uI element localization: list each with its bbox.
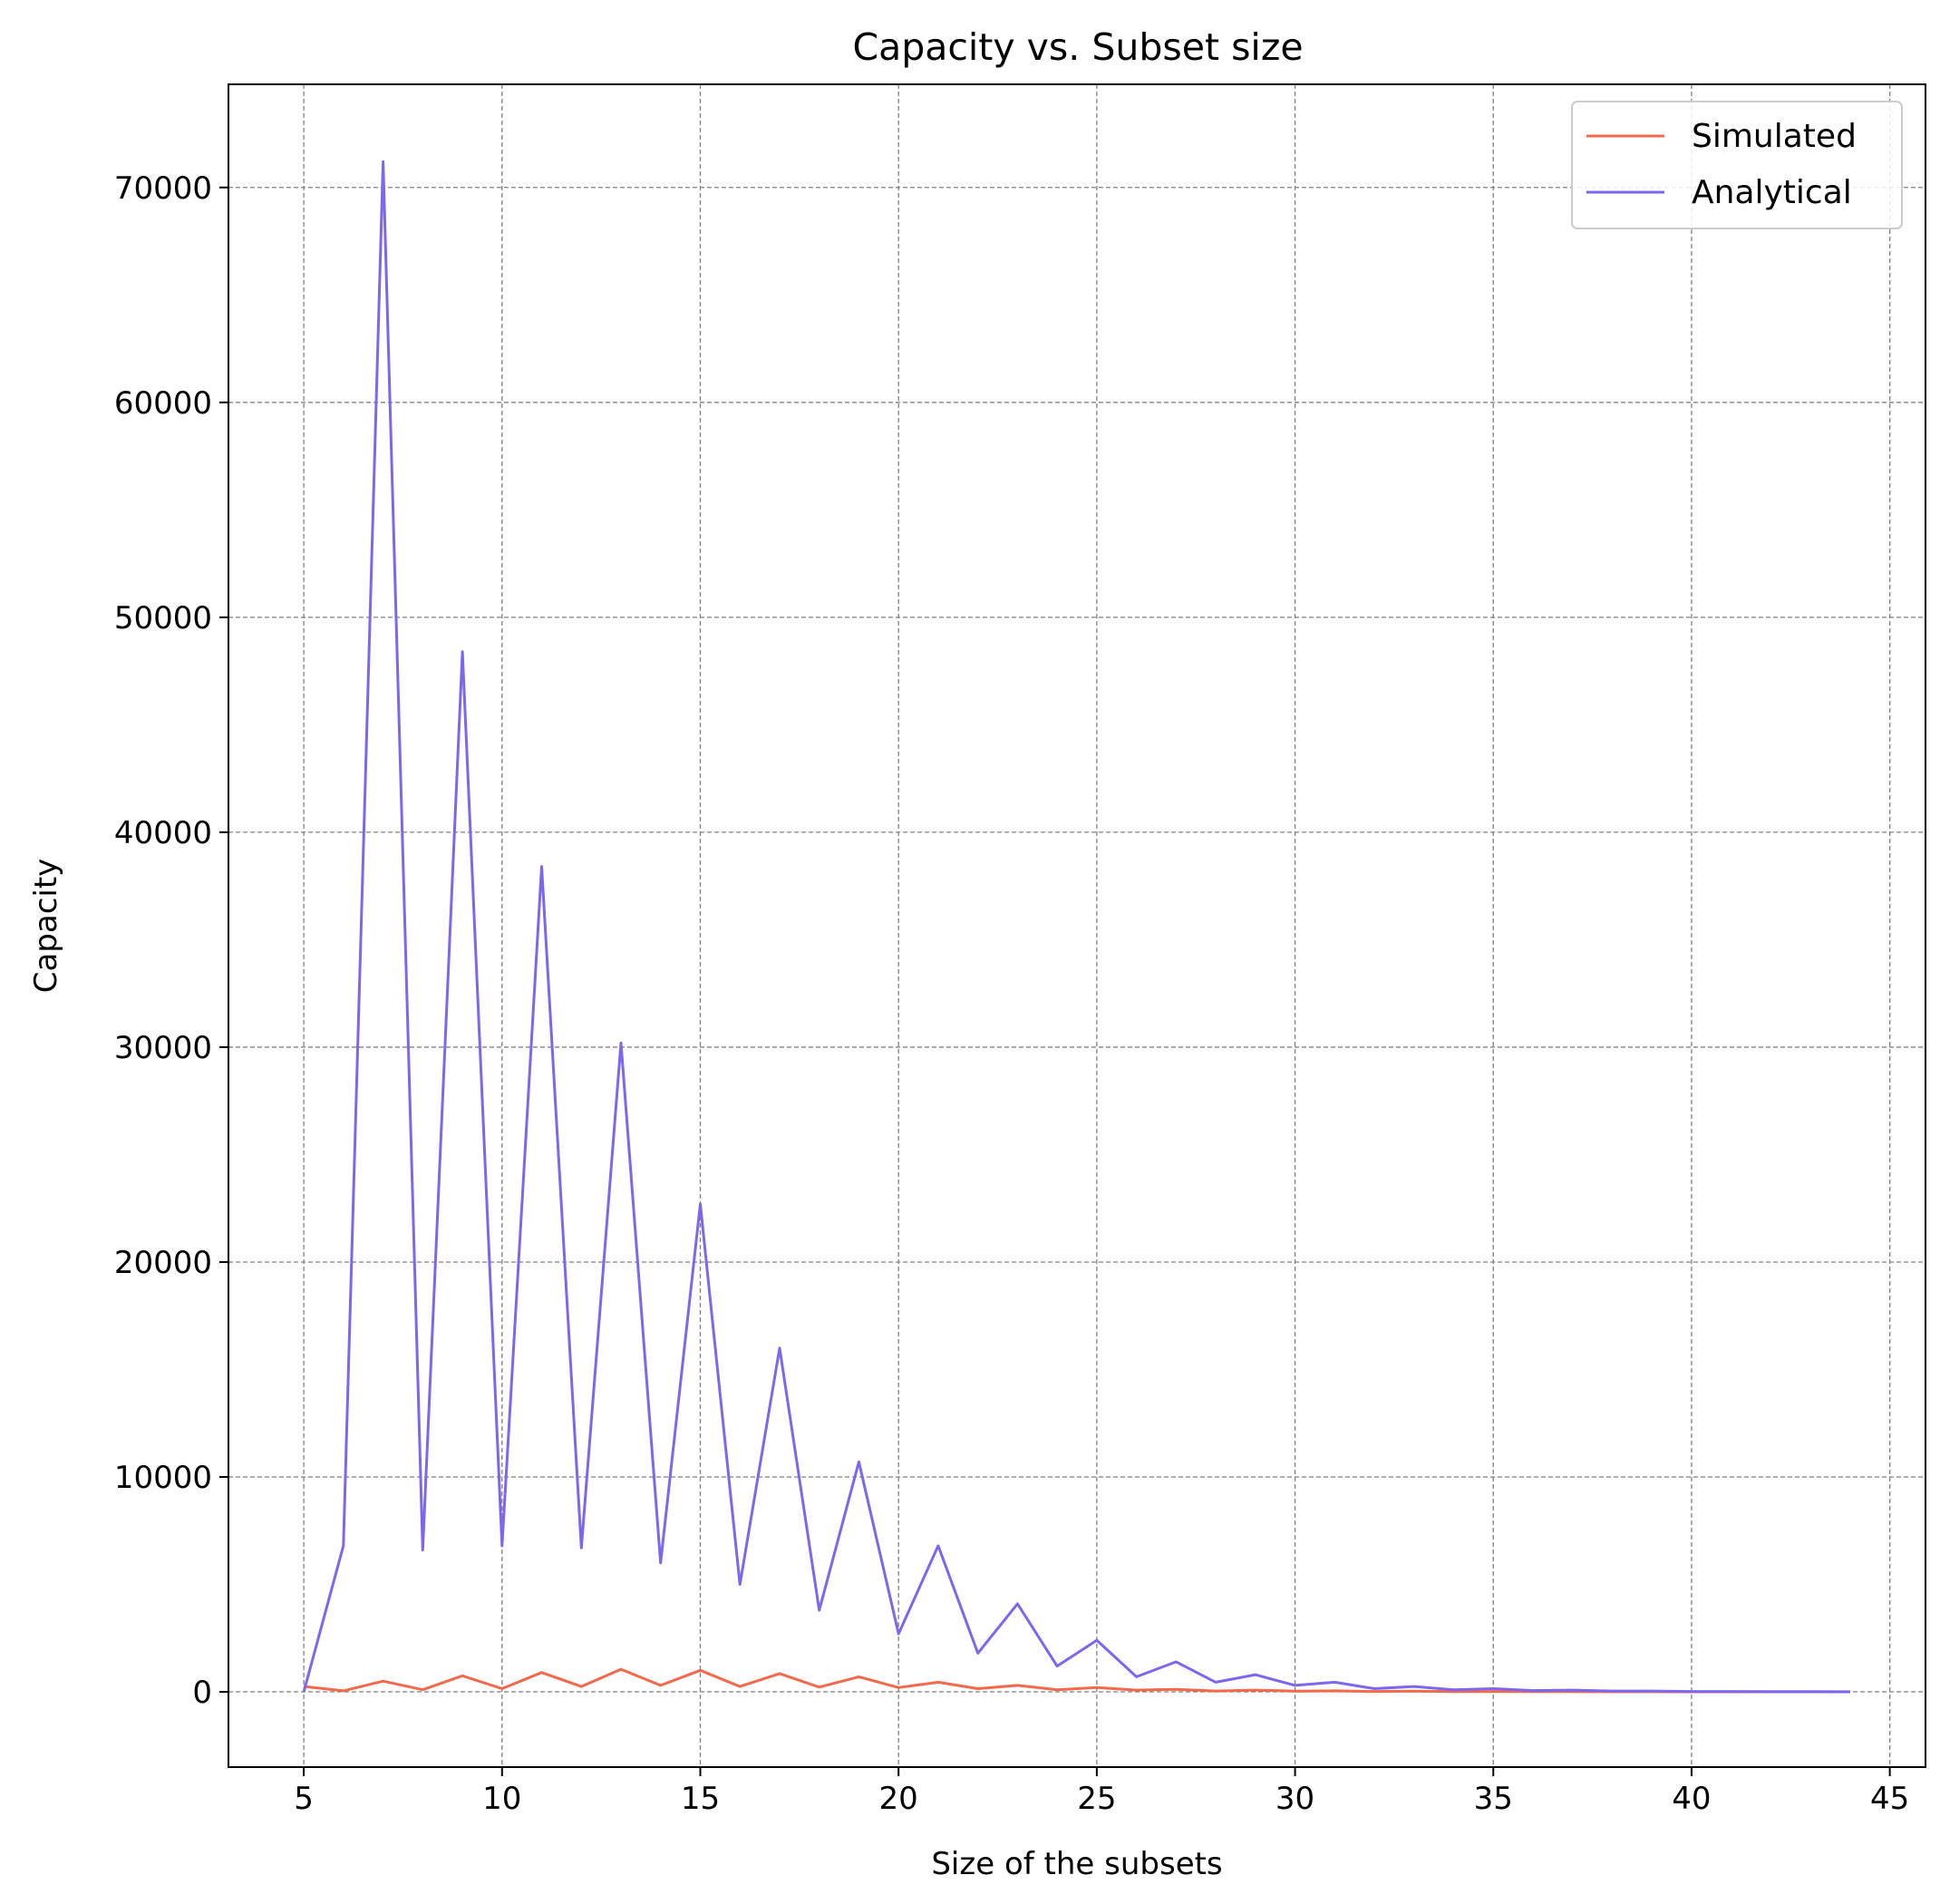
- x-tick-label: 30: [1276, 1781, 1314, 1817]
- series-line-analytical: [302, 160, 1850, 1694]
- y-tick-label: 20000: [114, 1245, 212, 1281]
- y-axis-label: Capacity: [28, 859, 64, 994]
- y-tick-label: 30000: [114, 1030, 212, 1066]
- series-lines: [302, 160, 1850, 1694]
- legend-label-simulated: Simulated: [1692, 118, 1857, 155]
- chart-title: Capacity vs. Subset size: [852, 25, 1303, 69]
- y-tick-label: 0: [192, 1675, 212, 1711]
- x-tick-label: 10: [482, 1781, 521, 1817]
- y-tick-label: 50000: [114, 600, 212, 636]
- x-tick-label: 40: [1672, 1781, 1711, 1817]
- y-tick-label: 70000: [114, 170, 212, 207]
- x-tick-label: 25: [1077, 1781, 1116, 1817]
- legend-label-analytical: Analytical: [1692, 174, 1852, 211]
- x-tick-label: 20: [879, 1781, 918, 1817]
- y-tick-label: 40000: [114, 815, 212, 851]
- legend-box: [1571, 101, 1903, 229]
- x-tick-label: 45: [1870, 1781, 1909, 1817]
- x-tick-label: 15: [681, 1781, 720, 1817]
- x-tick-label: 35: [1474, 1781, 1513, 1817]
- x-axis-label: Size of the subsets: [931, 1846, 1222, 1882]
- y-tick-label: 10000: [114, 1460, 212, 1496]
- grid: [228, 84, 1925, 1767]
- x-tick-label: 5: [294, 1781, 314, 1817]
- y-tick-label: 60000: [114, 385, 212, 422]
- plot-frame: [228, 83, 1926, 1768]
- legend: Simulated Analytical: [1571, 101, 1903, 229]
- series-line-simulated: [303, 1667, 1850, 1694]
- axis-ticks: 5 10 15 20 25 30 35 40 45 0 10000 20000 30000 40000 50…: [114, 170, 1909, 1817]
